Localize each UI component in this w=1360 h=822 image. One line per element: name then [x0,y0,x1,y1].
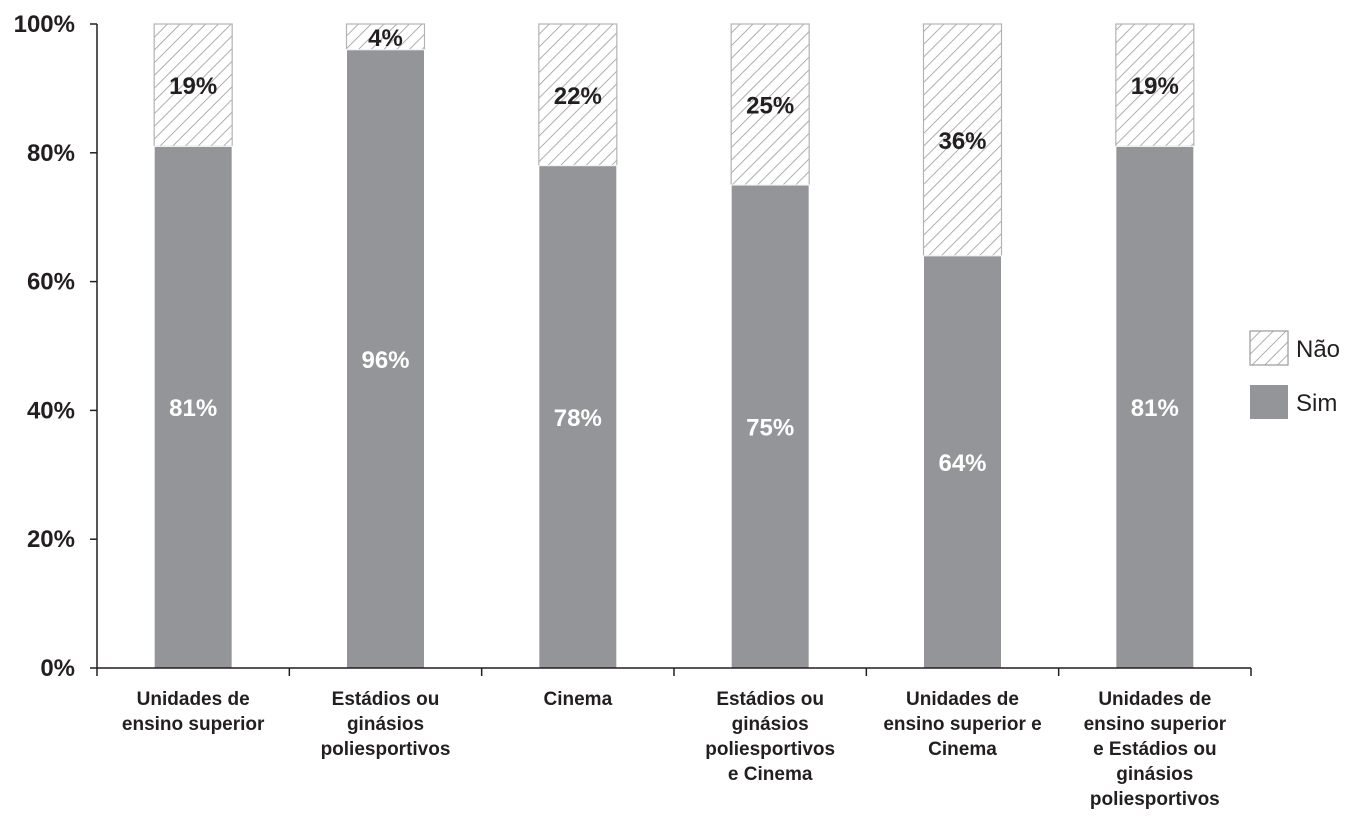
y-tick-label-0: 0% [40,655,75,682]
bar-nao-2 [538,23,618,167]
bar-sim-3 [730,184,810,669]
bar-sim-4 [923,255,1002,669]
x-category-label-4: Unidades de ensino superior e Cinema [883,689,1041,760]
axes-group: 0% 20% 40% 60% 80% 100% Unidades de ensino supe… [14,11,1252,810]
label-nao-4: 36% [938,128,986,155]
bar-sim-0 [153,145,233,669]
y-tick-label-1: 20% [27,526,75,553]
bar-nao-5 [1115,23,1195,147]
y-tick-label-2: 40% [27,397,75,424]
label-sim-4: 64% [938,450,986,477]
legend-label-sim: Sim [1296,390,1337,417]
y-tick-label-3: 60% [27,269,75,296]
legend-swatch-sim [1250,385,1288,419]
x-category-label-1: Estádios ou ginásios poliesportivos [321,689,451,760]
bar-sim-2 [538,165,618,669]
x-category-label-3: Estádios ou ginásios poliesportivos e Cinem… [705,689,835,785]
label-sim-2: 78% [554,405,602,432]
legend-swatch-nao [1249,330,1289,366]
label-sim-0: 81% [169,395,217,422]
bar-sim-5 [1115,145,1195,669]
label-nao-0: 19% [169,73,217,100]
y-tick-label-4: 80% [27,140,75,167]
bars-group: 81% 19% 96% 4% 78% 22% 75% 25% 64% 36% 81% 19% [153,23,1195,669]
x-category-label-0: Unidades de ensino superior [122,689,265,735]
legend-label-nao: Não [1296,336,1340,363]
legend: Não Sim [1249,330,1340,419]
bar-sim-1 [346,49,425,669]
label-sim-5: 81% [1131,395,1179,422]
label-sim-3: 75% [746,415,794,442]
y-tick-label-5: 100% [14,11,75,38]
label-nao-1: 4% [368,25,403,52]
label-sim-1: 96% [361,347,409,374]
bar-nao-0 [153,23,233,147]
x-category-label-5: Unidades de ensino superior e Estádios ou g… [1084,689,1227,810]
label-nao-5: 19% [1131,73,1179,100]
label-nao-2: 22% [554,83,602,110]
x-category-label-2: Cinema [544,689,613,710]
label-nao-3: 25% [746,93,794,120]
